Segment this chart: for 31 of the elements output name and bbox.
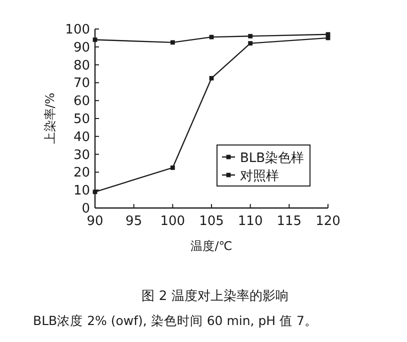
x-tick-label: 95	[126, 214, 142, 229]
y-tick-label: 0	[82, 202, 90, 216]
point	[170, 40, 175, 45]
x-tick-label: 105	[199, 214, 224, 229]
y-tick-label: 60	[73, 94, 90, 110]
y-axis-title: 上染率/%	[43, 92, 57, 144]
y-tick-label: 50	[73, 112, 90, 127]
x-tick-label: 100	[160, 214, 186, 229]
x-tick-label: 115	[276, 214, 302, 229]
y-tick-label: 90	[73, 40, 90, 56]
y-tick-label: 80	[73, 58, 90, 74]
point	[170, 166, 175, 170]
legend-label: BLB染色样	[240, 151, 304, 166]
y-tick-label: 20	[73, 166, 90, 181]
y-tick-label: 70	[73, 76, 90, 92]
y-tick-label: 100	[65, 22, 90, 38]
y-tick-label: 10	[73, 184, 90, 199]
text: BLB浓度 2% (owf), 染色时间 60 min, pH 值 7。	[33, 313, 318, 328]
point	[248, 34, 253, 38]
y-tick-label: 30	[73, 148, 90, 163]
x-axis-title: 温度/℃	[190, 239, 232, 253]
point	[248, 41, 253, 46]
x-tick-label: 110	[238, 214, 263, 229]
x-tick-label: 90	[86, 214, 104, 229]
y-tick-label: 40	[73, 130, 90, 145]
point	[209, 34, 214, 40]
text: 图 2 温度对上染率的影响	[142, 288, 288, 304]
legend-label: 对照样	[240, 169, 279, 184]
point	[209, 76, 214, 80]
point	[92, 38, 98, 42]
x-tick-label: 120	[316, 214, 340, 229]
